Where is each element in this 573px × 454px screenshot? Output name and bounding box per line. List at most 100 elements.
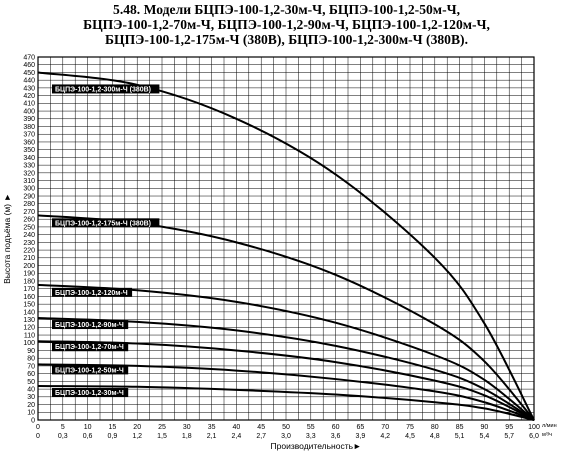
x-tick-label-m3h: 2,1 bbox=[207, 433, 217, 440]
x-tick-label-m3h: 2,7 bbox=[256, 433, 266, 440]
x-tick-label-lmin: 100 bbox=[528, 424, 540, 431]
y-tick-label: 190 bbox=[23, 271, 35, 278]
series-label-bg bbox=[52, 365, 129, 375]
x-tick-label-m3h: 4,5 bbox=[405, 433, 415, 440]
y-tick-label: 410 bbox=[23, 101, 35, 108]
series-label-bg bbox=[52, 342, 129, 352]
y-tick-label: 100 bbox=[23, 340, 35, 347]
y-tick-label: 370 bbox=[23, 132, 35, 139]
series-label: БЦПЭ-100-1,2-50м-Ч bbox=[55, 367, 124, 374]
x-tick-label-m3h: 0,6 bbox=[83, 433, 93, 440]
series-line bbox=[37, 363, 535, 421]
y-tick-label: 200 bbox=[23, 263, 35, 270]
y-tick-label: 350 bbox=[23, 147, 35, 154]
series-label: БЦПЭ-100-1,2-90м-Ч bbox=[55, 322, 124, 329]
title-line-3: БЦПЭ-100-1,2-175м-Ч (380В), БЦПЭ-100-1,2… bbox=[105, 32, 468, 47]
y-axis-label: Высота подъёма (м) ► bbox=[2, 193, 12, 284]
y-tick-label: 340 bbox=[23, 155, 35, 162]
y-tick-label: 300 bbox=[23, 186, 35, 193]
curves bbox=[37, 71, 535, 421]
series-line bbox=[37, 385, 535, 421]
x-tick-label-m3h: 1,2 bbox=[132, 433, 142, 440]
series-label-bg bbox=[52, 320, 129, 330]
y-tick-label: 110 bbox=[24, 332, 35, 339]
x-tick-label-m3h: 0,9 bbox=[108, 433, 118, 440]
y-tick-label: 90 bbox=[27, 348, 35, 355]
x-tick-label-lmin: 25 bbox=[158, 424, 166, 431]
series-label: БЦПЭ-100-1,2-30м-Ч bbox=[55, 390, 124, 397]
x-tick-label-lmin: 75 bbox=[406, 424, 414, 431]
x-tick-label-lmin: 80 bbox=[431, 424, 439, 431]
x-tick-label-m3h: 0,3 bbox=[58, 433, 68, 440]
x-tick-label-lmin: 10 bbox=[84, 424, 92, 431]
y-tick-label: 330 bbox=[23, 163, 35, 170]
y-tick-label: 400 bbox=[23, 108, 35, 115]
x-tick-label-lmin: 45 bbox=[257, 424, 265, 431]
x-tick-label-m3h: 5,1 bbox=[455, 433, 465, 440]
x-tick-label-lmin: 15 bbox=[109, 424, 117, 431]
x-tick-label-lmin: 65 bbox=[357, 424, 365, 431]
x-tick-label-lmin: 40 bbox=[233, 424, 241, 431]
series-label-bg bbox=[52, 84, 160, 94]
y-tick-label: 10 bbox=[27, 410, 35, 417]
x-tick-label-m3h: 4,2 bbox=[380, 433, 390, 440]
x-tick-label-lmin: 95 bbox=[505, 424, 513, 431]
x-tick-label-m3h: 1,8 bbox=[182, 433, 192, 440]
x-tick-label-m3h: 3,3 bbox=[306, 433, 316, 440]
page-title: 5.48. Модели БЦПЭ-100-1,2-30м-Ч, БЦПЭ-10… bbox=[0, 2, 573, 47]
x-tick-label-m3h: 5,4 bbox=[480, 433, 490, 440]
x-tick-label-lmin: 90 bbox=[481, 424, 489, 431]
title-line-1: 5.48. Модели БЦПЭ-100-1,2-30м-Ч, БЦПЭ-10… bbox=[113, 2, 460, 17]
y-tick-label: 320 bbox=[23, 170, 35, 177]
x-tick-label-lmin: 50 bbox=[282, 424, 290, 431]
y-tick-label: 20 bbox=[27, 402, 35, 409]
y-tick-label: 280 bbox=[23, 201, 35, 208]
x-tick-label-lmin: 0 bbox=[36, 424, 40, 431]
y-tick-label: 70 bbox=[27, 363, 35, 370]
x-tick-label-lmin: 30 bbox=[183, 424, 191, 431]
x-tick-label-m3h: 4,8 bbox=[430, 433, 440, 440]
y-tick-label: 470 bbox=[23, 54, 35, 61]
x-unit-lmin: л/мин bbox=[542, 423, 557, 429]
x-unit-m3h: м³/ч bbox=[542, 432, 552, 438]
series-label: БЦПЭ-100-1,2-70м-Ч bbox=[55, 344, 124, 351]
y-tick-label: 270 bbox=[23, 209, 35, 216]
curve-labels: БЦПЭ-100-1,2-300м-Ч (380В) БЦПЭ-100-1,2-1… bbox=[52, 84, 160, 398]
y-tick-label: 220 bbox=[23, 247, 35, 254]
y-tick-label: 290 bbox=[23, 193, 35, 200]
series-label: БЦПЭ-100-1,2-175м-Ч (380В) bbox=[55, 220, 151, 227]
x-tick-label-lmin: 60 bbox=[332, 424, 340, 431]
y-tick-label: 310 bbox=[23, 178, 35, 185]
y-tick-label: 130 bbox=[23, 317, 35, 324]
y-tick-label: 240 bbox=[23, 232, 35, 239]
y-tick-label: 40 bbox=[27, 387, 35, 394]
series-label: БЦПЭ-100-1,2-120м-Ч bbox=[55, 290, 128, 297]
y-tick-label: 230 bbox=[23, 240, 35, 247]
series-line bbox=[37, 340, 535, 421]
y-tick-label: 60 bbox=[27, 371, 35, 378]
y-tick-label: 180 bbox=[23, 278, 35, 285]
y-tick-label: 420 bbox=[23, 93, 35, 100]
y-tick-label: 120 bbox=[23, 325, 35, 332]
y-tick-label: 260 bbox=[23, 217, 35, 224]
x-tick-label-m3h: 3,0 bbox=[281, 433, 291, 440]
series-line bbox=[37, 317, 535, 421]
x-tick-label-lmin: 85 bbox=[456, 424, 464, 431]
y-tick-label: 390 bbox=[23, 116, 35, 123]
series-label-bg bbox=[52, 287, 133, 297]
y-tick-label: 440 bbox=[23, 78, 35, 85]
x-axis-label: Производительность► bbox=[271, 441, 362, 451]
x-tick-label-m3h: 5,7 bbox=[504, 433, 514, 440]
x-tick-label-lmin: 35 bbox=[208, 424, 216, 431]
title-line-2: БЦПЭ-100-1,2-70м-Ч, БЦПЭ-100-1,2-90м-Ч, … bbox=[83, 17, 490, 32]
y-tick-label: 0 bbox=[31, 417, 35, 424]
x-tick-label-m3h: 3,9 bbox=[356, 433, 366, 440]
x-tick-label-m3h: 1,5 bbox=[157, 433, 167, 440]
series-label-bg bbox=[52, 218, 160, 228]
y-tick-label: 450 bbox=[23, 70, 35, 77]
y-tick-label: 360 bbox=[23, 139, 35, 146]
axes: 0102030405060708090100110120130140150160… bbox=[2, 54, 557, 451]
y-tick-label: 80 bbox=[27, 356, 35, 363]
x-tick-label-m3h: 6,0 bbox=[529, 433, 539, 440]
